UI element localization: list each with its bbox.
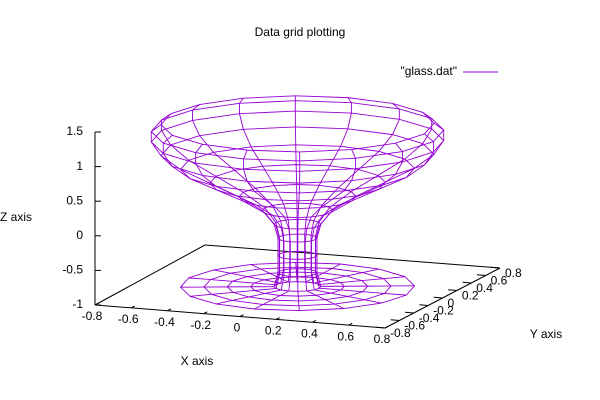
y-tick-label: -0.2	[433, 304, 454, 318]
y-tick-label: -0.6	[404, 319, 425, 333]
legend-label: "glass.dat"	[400, 64, 457, 78]
y-tick	[419, 304, 429, 306]
x-tick	[384, 325, 389, 329]
x-tick-label: -0.4	[154, 315, 175, 329]
z-tick-label: 1.5	[66, 124, 83, 138]
x-tick-label: -0.2	[190, 318, 211, 332]
y-tick-label: -0.8	[390, 326, 411, 340]
x-tick	[239, 314, 244, 317]
y-tick-label: 0.2	[462, 289, 479, 303]
surface-meridian	[311, 142, 403, 304]
y-tick	[405, 311, 414, 314]
x-tick	[348, 322, 353, 326]
surface-meridian	[314, 112, 433, 286]
surface-meridian	[304, 97, 352, 283]
z-tick-label: -0.5	[62, 263, 83, 277]
y-tick	[476, 274, 486, 276]
y-tick-label: 0.6	[491, 274, 508, 288]
z-tick-label: 1	[76, 159, 83, 173]
x-tick	[131, 305, 135, 309]
y-tick-label: 0	[448, 296, 455, 310]
surface-meridian	[304, 149, 356, 309]
x-tick-label: 0.4	[301, 326, 318, 340]
x-axis-label: X axis	[181, 354, 214, 368]
x-tick-label: 0	[234, 321, 241, 335]
surface-meridian	[161, 113, 280, 286]
y-tick	[448, 289, 457, 291]
surface-meridian	[195, 143, 285, 305]
axis-line	[94, 244, 206, 306]
x-tick-label: 0.8	[374, 332, 391, 346]
x-tick	[312, 320, 317, 323]
surface-meridian	[243, 149, 291, 310]
surface-meridian	[192, 104, 284, 284]
y-tick	[491, 266, 501, 269]
z-tick-label: 0.5	[66, 193, 83, 207]
surface-meridian	[294, 95, 298, 282]
y-tick-label: 0.8	[505, 266, 522, 280]
x-tick	[276, 317, 280, 320]
z-tick-label: 0	[76, 228, 83, 242]
z-tick-label: -1	[72, 297, 83, 311]
x-tick-label: 0.2	[265, 324, 282, 338]
y-tick-label: -0.4	[419, 311, 440, 325]
surface-meridian	[239, 97, 291, 283]
y-tick	[390, 319, 400, 321]
y-tick-label: 0.4	[476, 281, 493, 295]
surface-meridian	[316, 122, 445, 287]
x-tick	[203, 311, 208, 315]
x-tick-label: -0.8	[82, 309, 103, 323]
x-tick-label: -0.6	[118, 312, 139, 326]
surface-meridian	[315, 133, 434, 296]
x-tick-label: 0.6	[337, 329, 354, 343]
y-tick	[433, 296, 443, 299]
surface-meridian	[310, 103, 400, 284]
x-tick	[167, 308, 172, 312]
y-axis-label: Y axis	[530, 327, 562, 341]
z-axis-label: Z axis	[0, 210, 32, 224]
chart-title: Data grid plotting	[255, 25, 346, 39]
y-tick	[462, 281, 472, 284]
surface-meridian	[297, 151, 301, 311]
y-tick	[376, 326, 386, 329]
axis-line	[204, 244, 501, 269]
surface-meridian	[162, 134, 281, 297]
